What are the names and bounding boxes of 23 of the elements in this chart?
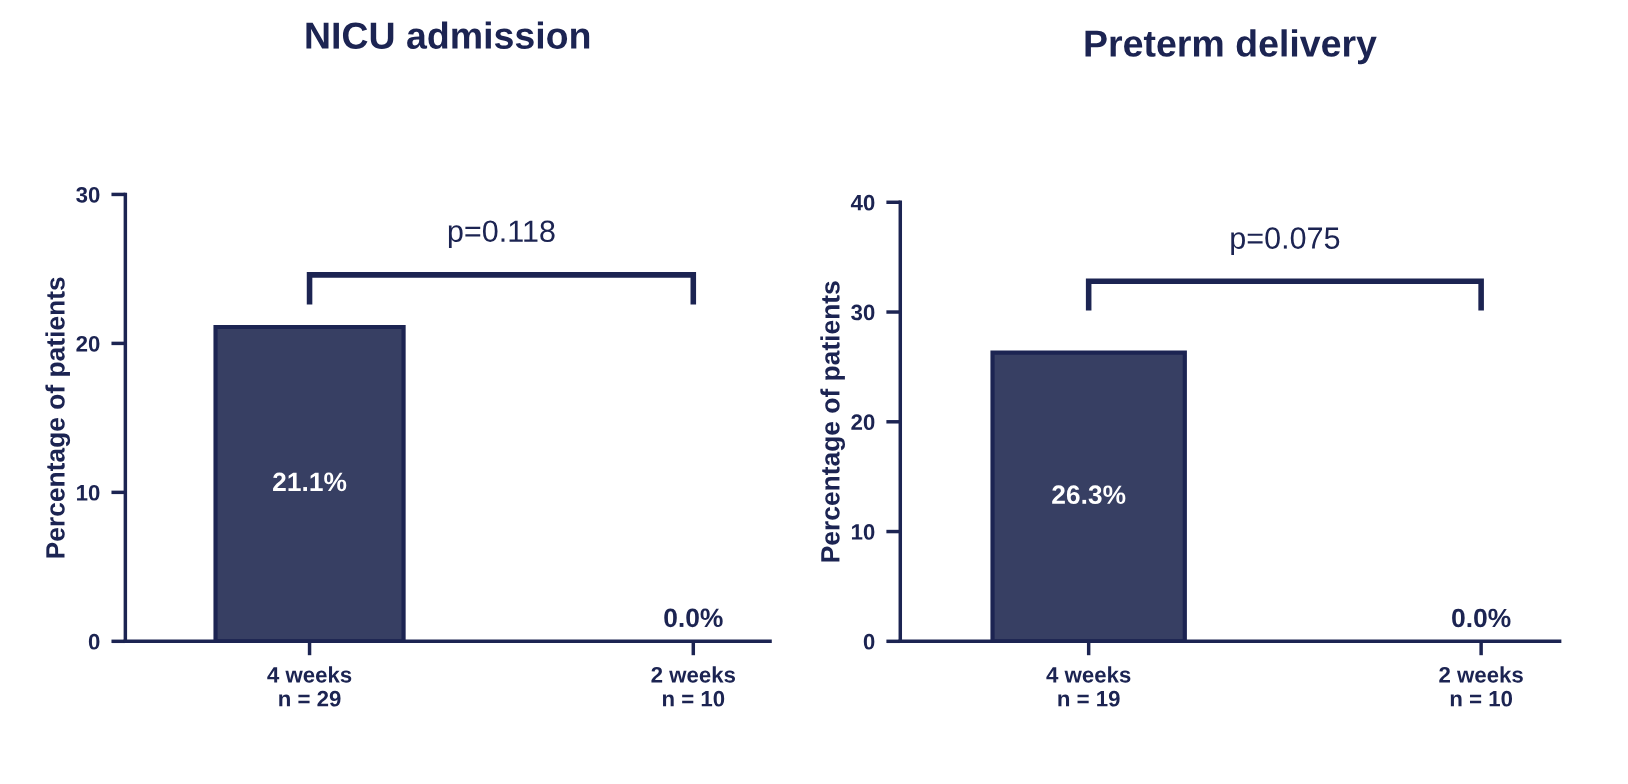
data-label: 26.3% bbox=[1052, 485, 1126, 505]
y-tick-label: 20 bbox=[76, 335, 100, 352]
y-tick-label: 40 bbox=[850, 194, 875, 211]
data-label: 0.0% bbox=[664, 608, 723, 628]
y-tick-label: 20 bbox=[851, 414, 875, 431]
annotation: p=0.075 bbox=[1231, 227, 1340, 255]
y-axis-title: Percentage of patients bbox=[820, 281, 846, 562]
x-tick-label: 4 weeks n = 19 bbox=[1046, 666, 1131, 707]
x-tick-label: 2 weeks n = 10 bbox=[1439, 666, 1523, 707]
data-label: 0.0% bbox=[1452, 608, 1511, 628]
y-tick-label: 10 bbox=[851, 524, 875, 540]
chart-title: Preterm delivery bbox=[1085, 29, 1377, 65]
annotation: p=0.118 bbox=[448, 220, 555, 249]
y-axis-title: Percentage of patients bbox=[45, 277, 71, 558]
x-tick-label: 4 weeks n = 29 bbox=[267, 666, 352, 707]
x-tick-label: 2 weeks n = 10 bbox=[651, 666, 736, 707]
y-tick-label: 10 bbox=[77, 484, 100, 501]
y-tick-label: 0 bbox=[88, 633, 100, 650]
chart-title: NICU admission bbox=[306, 21, 590, 49]
y-tick-label: 30 bbox=[851, 304, 875, 321]
y-tick-label: 30 bbox=[76, 186, 100, 203]
y-tick-label: 0 bbox=[863, 633, 875, 650]
data-label: 21.1% bbox=[273, 472, 347, 492]
